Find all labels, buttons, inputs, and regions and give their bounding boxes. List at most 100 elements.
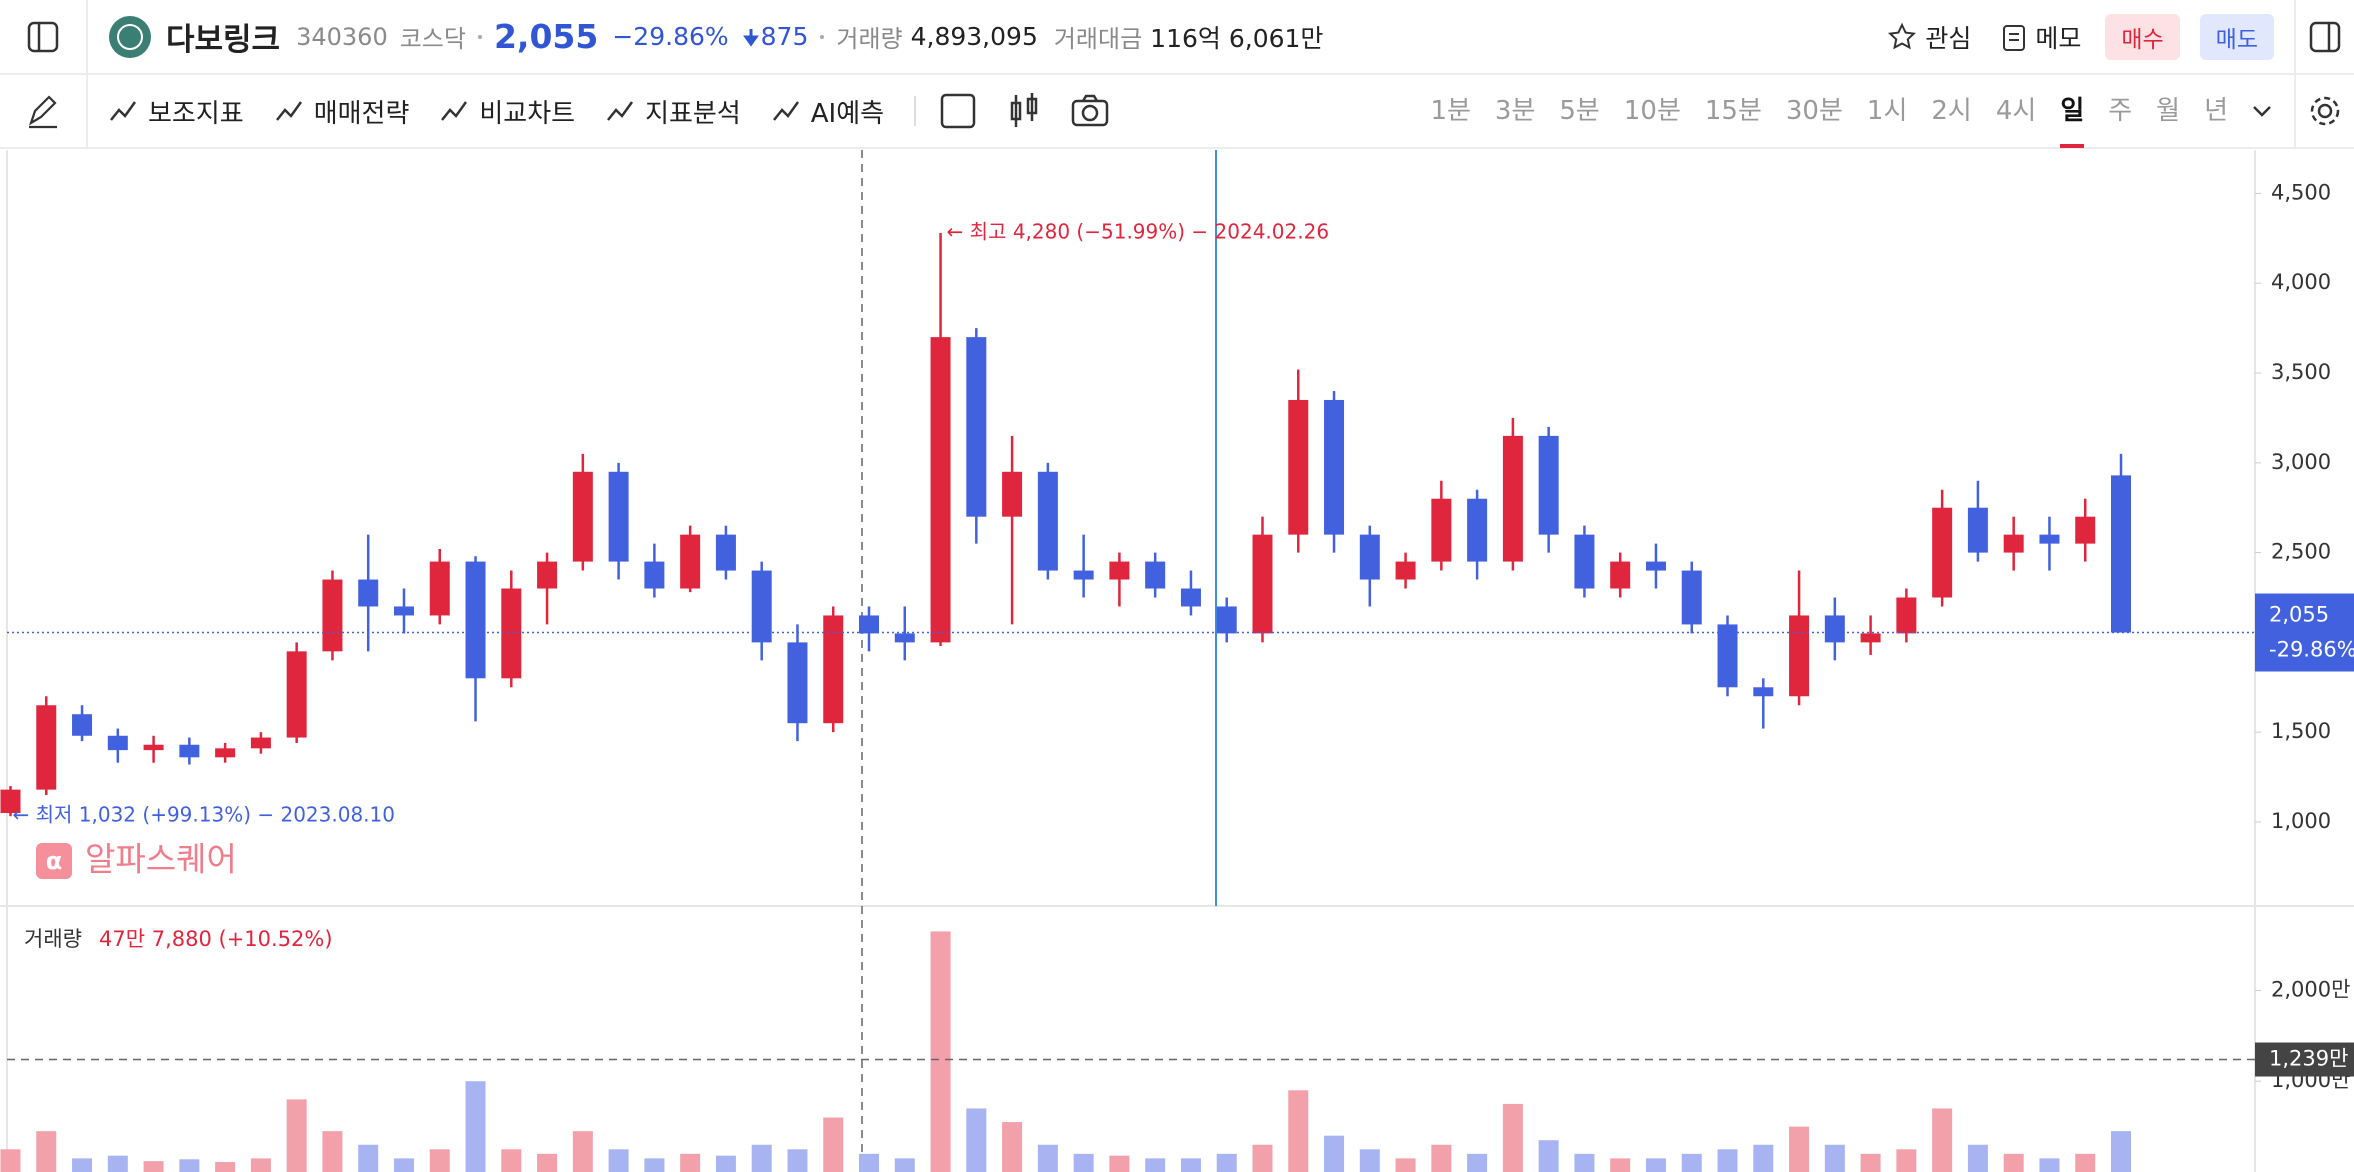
volume-bar (1753, 1144, 1774, 1172)
interval-tab[interactable]: 5분 (1559, 96, 1600, 126)
tool-button[interactable]: 보조지표 (108, 93, 244, 130)
volume-bar (859, 1153, 880, 1172)
volume-bar (1109, 1155, 1130, 1172)
volume-bar (1467, 1153, 1488, 1172)
watermark-icon (36, 843, 72, 879)
volume-bar (179, 1159, 200, 1172)
memo-icon (2003, 24, 2026, 51)
interval-tab[interactable]: 일 (2060, 74, 2085, 148)
settings[interactable] (2294, 75, 2354, 147)
stock-name: 다보링크 (166, 22, 281, 58)
candle-body (644, 561, 665, 589)
candle-icon[interactable] (1004, 91, 1044, 131)
volume-bar (644, 1158, 665, 1172)
sidebar-toggle[interactable] (0, 0, 88, 73)
candle-body (1789, 615, 1810, 697)
candle-body (1180, 588, 1201, 607)
candle-body (1574, 534, 1595, 589)
candle-body (2111, 475, 2131, 633)
tool-button[interactable]: AI예측 (771, 93, 884, 130)
panel-toggle[interactable] (2294, 0, 2354, 73)
volume-bar (1037, 1144, 1058, 1172)
candle-body (143, 744, 164, 751)
tool-icon (110, 101, 137, 121)
square-icon[interactable] (938, 91, 978, 131)
candle-body (1109, 561, 1130, 580)
candle-body (1431, 498, 1452, 562)
interval-tab[interactable]: 10분 (1623, 96, 1681, 126)
candle-body (1717, 624, 1738, 688)
watermark: 알파스퀘어 (85, 840, 237, 879)
candle-body (537, 561, 558, 589)
candle-body (715, 534, 736, 571)
tool-icon (607, 101, 634, 121)
draw-tool[interactable] (0, 75, 88, 147)
volume-bar (72, 1158, 93, 1172)
candle-body (1288, 399, 1309, 535)
volume-bar (1252, 1144, 1273, 1172)
candle-body (1967, 507, 1988, 553)
buy-button[interactable]: 매수 (2105, 13, 2180, 60)
candle-body (1502, 435, 1523, 562)
volume-bar (1967, 1144, 1988, 1172)
memo-button[interactable]: 메모 (2035, 23, 2082, 53)
candle-body (1073, 570, 1094, 580)
volume-bar (894, 1158, 915, 1172)
tool-button[interactable]: 비교차트 (439, 93, 575, 130)
interval-tab[interactable]: 2시 (1931, 96, 1972, 126)
candle-body (2075, 516, 2096, 544)
interval-tab[interactable]: 년 (2204, 96, 2228, 126)
amount: 116억 6,061만 (1150, 23, 1324, 53)
logo (109, 15, 151, 58)
volume-bar (572, 1131, 593, 1172)
header: 다보링크 340360 코스닥 2,055 −29.86% 875 거래량 4,… (0, 0, 2354, 75)
interval-tab[interactable]: 1분 (1430, 96, 1471, 126)
volume-bar (2003, 1153, 2024, 1172)
volume-bar (1932, 1108, 1953, 1172)
amount-label: 거래대금 (1053, 25, 1143, 53)
more-icon[interactable] (2250, 99, 2274, 123)
volume-bar (823, 1117, 844, 1172)
candle-body (2003, 534, 2024, 553)
volume-bar (1431, 1144, 1452, 1172)
volume-bar (608, 1149, 629, 1172)
candle-body (1216, 606, 1237, 634)
candle-body (1645, 561, 1666, 571)
candle-body (429, 561, 450, 616)
interval-tab[interactable]: 15분 (1704, 96, 1762, 126)
interval-tab[interactable]: 월 (2156, 96, 2181, 126)
tool-icon (275, 101, 302, 121)
icon (2309, 21, 2341, 52)
tool-button[interactable]: 매매전략 (274, 93, 409, 130)
camera-icon[interactable] (1070, 91, 1110, 131)
interval-tab[interactable]: 1시 (1866, 96, 1908, 126)
interval-tab[interactable]: 4시 (1995, 96, 2037, 126)
volume-bar (537, 1153, 558, 1172)
interval-tab[interactable]: 3분 (1494, 96, 1536, 126)
volume-bar (429, 1149, 450, 1172)
candle-body (572, 471, 593, 562)
tool-label: 지표분석 (645, 98, 741, 129)
candle-body (1753, 687, 1774, 697)
volume-bar (1288, 1090, 1309, 1172)
market: 코스닥 (399, 25, 466, 53)
sell-button[interactable]: 매도 (2199, 13, 2274, 60)
tool-button[interactable]: 지표분석 (605, 93, 741, 130)
down-arrow (742, 28, 759, 47)
candle-body (1932, 507, 1953, 598)
candle-body (1395, 561, 1416, 580)
toolbar: 보조지표 매매전략 비교차트 지표분석 AI예측 1분 3분 5분 10분 15분 30분 1시 2시… (0, 75, 2354, 149)
candle-body (787, 642, 808, 724)
watch-button[interactable]: 관심 (1925, 23, 1972, 53)
last-price-box (2255, 593, 2354, 672)
volume-bar (2039, 1158, 2060, 1172)
y-tick-label: 4,000 (2271, 270, 2331, 294)
interval-tab[interactable]: 30분 (1785, 96, 1843, 126)
candle-body (286, 651, 307, 738)
volume-bar (1145, 1158, 1166, 1172)
volume-bar (250, 1158, 271, 1172)
candle-body (250, 737, 271, 749)
volume-bar (1717, 1149, 1738, 1172)
interval-tab[interactable]: 주 (2108, 96, 2133, 126)
